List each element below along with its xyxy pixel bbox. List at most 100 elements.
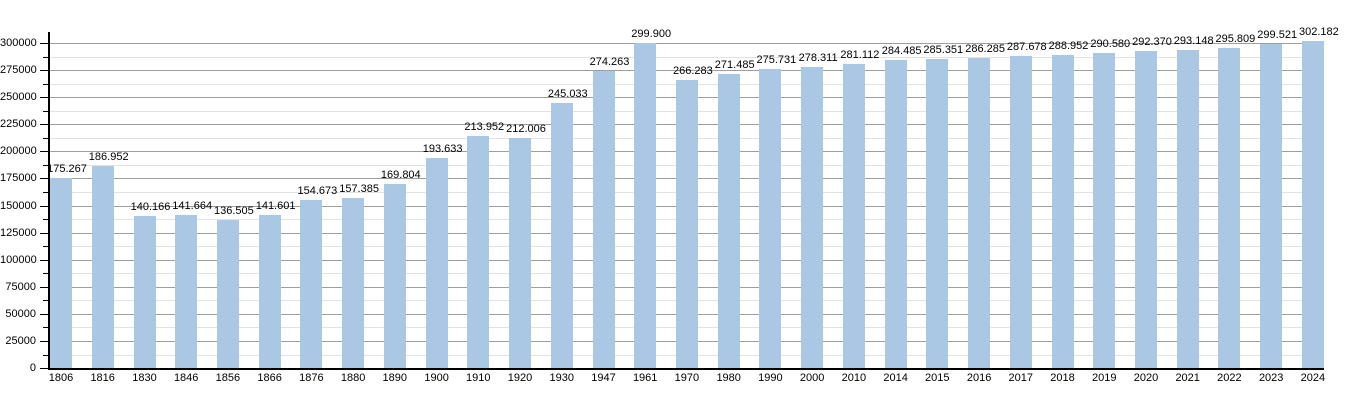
bar-value-label: 274.263 [589, 55, 630, 68]
bar-value-label: 290.580 [1090, 38, 1131, 51]
y-axis-tick-major [40, 368, 48, 369]
x-axis-tick-label: 1816 [90, 372, 115, 384]
bar [1135, 51, 1157, 368]
y-axis-tick-minor [43, 300, 48, 302]
y-axis-tick-major [40, 340, 48, 342]
y-axis-tick-minor [43, 137, 48, 139]
bar-value-label: 266.283 [673, 64, 713, 77]
bar [1260, 43, 1283, 368]
bar-value-label: 175.267 [47, 163, 87, 176]
x-axis-tick-label: 1856 [215, 372, 241, 384]
bar [50, 178, 72, 368]
x-axis-tick-label: 1980 [716, 372, 741, 384]
x-axis-tick-label: 2014 [883, 372, 908, 384]
x-axis-tick-label: 1866 [257, 372, 282, 384]
y-axis-tick-major [40, 70, 48, 72]
bar [467, 136, 490, 368]
bar [592, 70, 615, 368]
bar [342, 197, 365, 368]
y-axis-tick-label: 175000 [0, 172, 37, 185]
bar-value-label: 193.633 [422, 143, 463, 156]
y-axis-tick-major [40, 151, 48, 153]
y-axis-tick-label: 25000 [5, 334, 36, 347]
bar [258, 214, 281, 368]
bar-value-label: 299.521 [1257, 28, 1298, 41]
x-axis-tick-label: 2010 [841, 372, 867, 384]
x-axis-tick-label: 2000 [799, 372, 825, 384]
y-axis-line [48, 32, 50, 369]
bar [300, 200, 323, 368]
y-gridline-major [49, 70, 1324, 72]
x-axis-tick-label: 1947 [591, 372, 616, 384]
bar-value-label: 288.952 [1048, 40, 1089, 52]
y-axis-tick-major [40, 232, 48, 234]
bar [1301, 40, 1324, 368]
x-axis-tick-label: 1961 [632, 372, 658, 384]
bar [550, 102, 573, 368]
bar-value-label: 141.601 [255, 199, 296, 212]
y-axis-tick-major [40, 124, 48, 126]
y-axis-tick-major [40, 43, 48, 44]
bar-value-label: 302.182 [1299, 25, 1339, 38]
bar [1093, 53, 1116, 368]
y-axis-tick-major [40, 97, 48, 99]
y-gridline-minor [49, 56, 1324, 58]
x-axis-tick-label: 1890 [382, 372, 408, 384]
bar-value-label: 140.166 [130, 201, 171, 214]
y-axis-tick-minor [43, 164, 48, 166]
bar [1051, 55, 1074, 368]
bar [801, 66, 824, 368]
y-axis-tick-minor [43, 83, 48, 85]
x-axis-tick-label: 2022 [1217, 372, 1242, 384]
bar [884, 59, 907, 368]
bar-value-label: 295.809 [1215, 32, 1256, 45]
bar [216, 220, 239, 368]
y-axis-tick-major [40, 259, 48, 261]
x-axis-tick-label: 2021 [1175, 372, 1200, 384]
bar-value-label: 292.370 [1132, 36, 1172, 49]
bar-value-label: 154.673 [297, 185, 338, 198]
bar-value-label: 212.006 [506, 123, 546, 136]
y-axis-tick-label: 300000 [0, 37, 37, 49]
bar [509, 138, 531, 368]
y-axis-tick-major [40, 178, 48, 180]
bar [1218, 47, 1241, 368]
bar-value-label: 278.311 [798, 51, 838, 64]
bar-value-label: 245.033 [547, 87, 588, 100]
bar-value-label: 271.485 [714, 58, 755, 71]
bar-value-label: 275.731 [756, 54, 797, 67]
bar-value-label: 136.505 [214, 205, 254, 218]
bar [926, 58, 949, 368]
bar-value-label: 293.148 [1173, 35, 1214, 48]
x-axis-tick-label: 1910 [466, 372, 491, 384]
x-axis-tick-label: 1930 [549, 372, 575, 384]
x-axis-tick-label: 1900 [424, 372, 449, 384]
y-axis-tick-minor [43, 110, 48, 112]
bar-value-label: 281.112 [840, 48, 880, 61]
y-axis-tick-label: 250000 [0, 91, 37, 104]
bar-value-label: 213.952 [464, 121, 505, 134]
x-axis-tick-label: 2024 [1300, 372, 1326, 384]
bar [759, 69, 782, 368]
y-axis-tick-label: 0 [29, 362, 36, 374]
y-axis-tick-minor [43, 354, 48, 356]
x-axis-tick-label: 1830 [132, 372, 157, 384]
x-axis-tick-label: 1806 [48, 372, 74, 384]
bar-value-label: 284.485 [881, 44, 922, 57]
bar [425, 158, 448, 368]
y-axis-tick-label: 225000 [0, 118, 37, 131]
bar-value-label: 299.900 [631, 28, 672, 41]
y-axis-tick-major [40, 313, 48, 315]
y-axis-tick-label: 125000 [0, 226, 37, 239]
y-axis-tick-minor [43, 246, 48, 248]
y-axis-tick-minor [43, 192, 48, 193]
bar [383, 184, 406, 368]
x-axis-tick-label: 2017 [1008, 372, 1034, 384]
bar-value-label: 286.285 [965, 42, 1005, 55]
y-axis-tick-label: 200000 [0, 145, 37, 158]
x-axis-tick-label: 2018 [1050, 372, 1075, 384]
x-axis-tick-label: 1876 [299, 372, 324, 384]
x-axis-tick-label: 2015 [925, 372, 950, 384]
x-axis-tick-label: 1920 [507, 372, 533, 384]
